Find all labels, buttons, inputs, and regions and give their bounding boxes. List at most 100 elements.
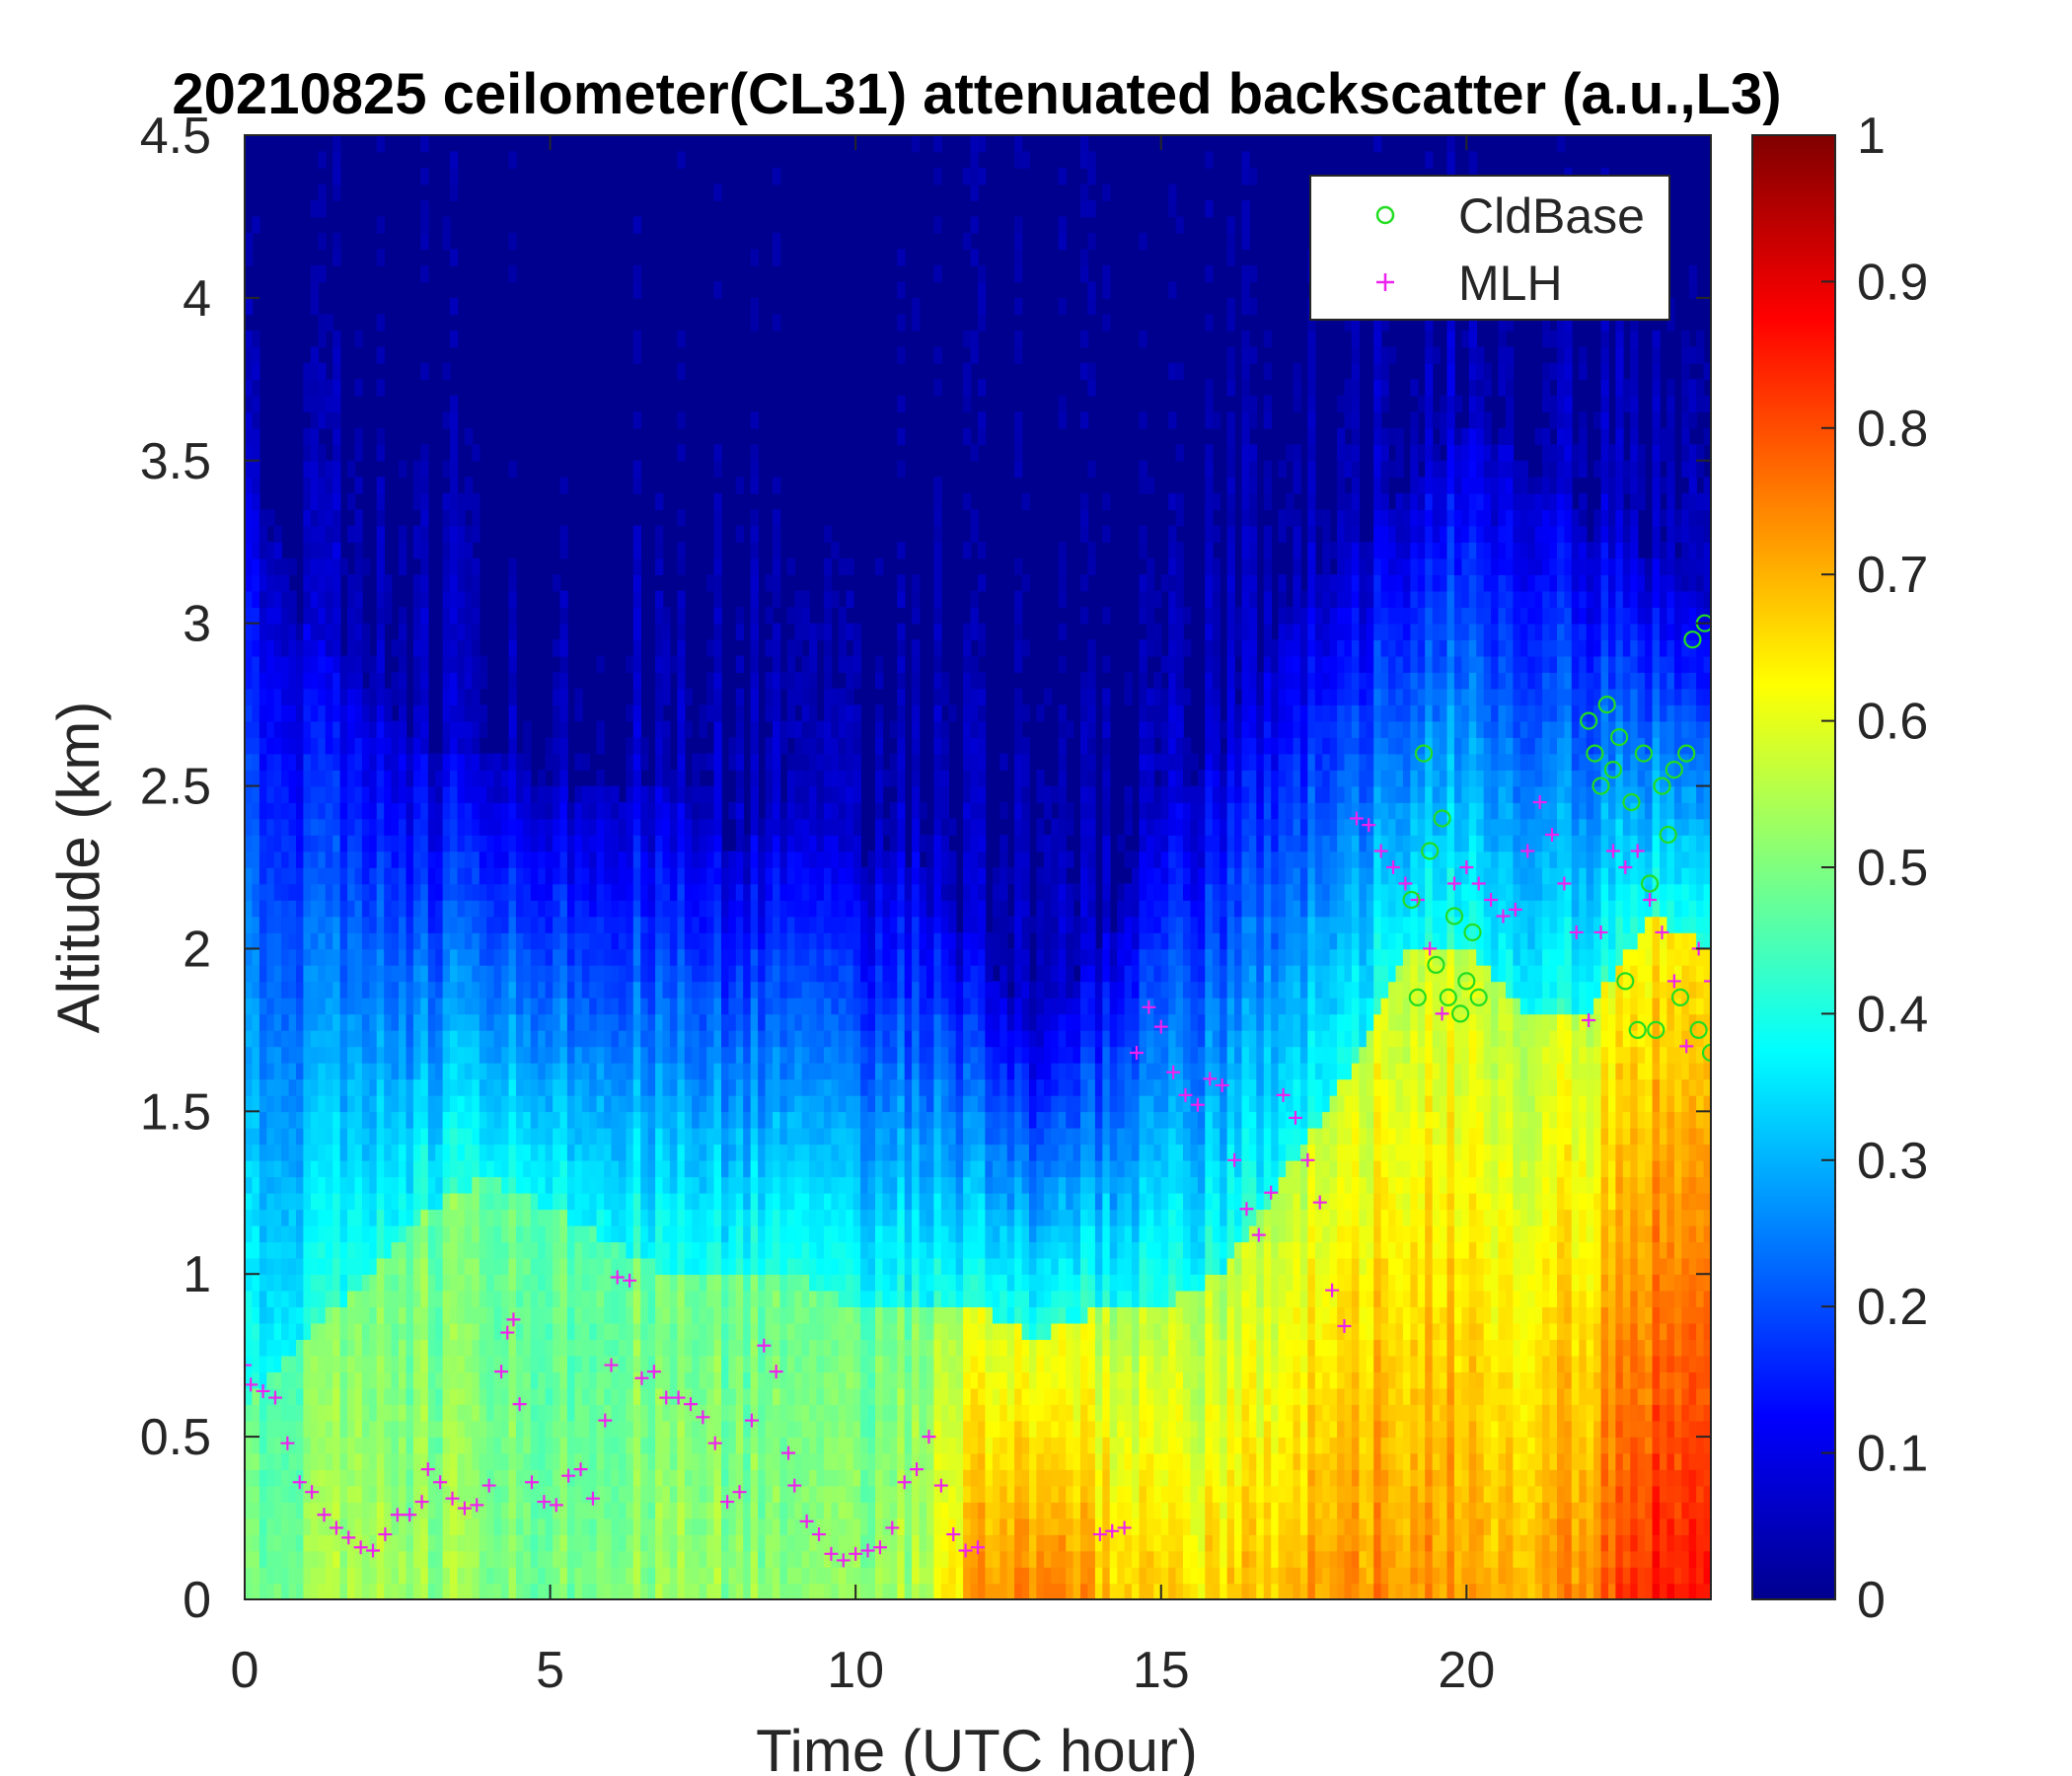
heatmap-cell (619, 1306, 627, 1323)
heatmap-cell (399, 867, 407, 884)
heatmap-cell (758, 1111, 766, 1128)
heatmap-cell (787, 835, 795, 851)
heatmap-cell (743, 1013, 751, 1030)
heatmap-cell (392, 689, 400, 705)
heatmap-cell (809, 1534, 817, 1551)
heatmap-cell (450, 444, 458, 461)
heatmap-cell (486, 1274, 494, 1291)
heatmap-cell (384, 1241, 392, 1258)
heatmap-cell (743, 917, 751, 933)
heatmap-cell (318, 1291, 326, 1307)
heatmap-cell (619, 981, 627, 998)
heatmap-cell (465, 591, 473, 608)
heatmap-cell (362, 867, 370, 884)
heatmap-cell (553, 754, 560, 771)
heatmap-cell (355, 1584, 363, 1600)
heatmap-cell (326, 1193, 333, 1210)
heatmap-cell (458, 917, 466, 933)
heatmap-cell (450, 1567, 458, 1584)
heatmap-cell (259, 721, 267, 738)
heatmap-cell (443, 1437, 451, 1453)
heatmap-cell (728, 1502, 736, 1518)
heatmap-cell (794, 786, 802, 803)
heatmap-cell (443, 672, 451, 689)
heatmap-cell (736, 704, 744, 721)
heatmap-cell (472, 998, 480, 1014)
heatmap-cell (472, 1193, 480, 1210)
heatmap-cell (281, 786, 289, 803)
heatmap-cell (407, 932, 414, 949)
heatmap-cell (758, 884, 766, 901)
heatmap-cell (326, 542, 333, 558)
heatmap-cell (802, 835, 810, 851)
heatmap-cell (531, 1437, 539, 1453)
heatmap-cell (824, 770, 832, 786)
heatmap-cell (384, 981, 392, 998)
heatmap-cell (413, 1534, 421, 1551)
heatmap-cell (640, 1209, 648, 1225)
heatmap-cell (802, 1584, 810, 1600)
heatmap-cell (347, 1404, 355, 1421)
heatmap-cell (494, 932, 502, 949)
heatmap-cell (773, 948, 780, 965)
heatmap-cell (245, 591, 253, 608)
heatmap-cell (633, 1453, 641, 1470)
heatmap-cell (399, 1128, 407, 1145)
heatmap-cell (340, 1323, 348, 1340)
heatmap-cell (369, 721, 377, 738)
heatmap-cell (472, 1404, 480, 1421)
heatmap-cell (245, 802, 253, 819)
heatmap-cell (582, 1323, 590, 1340)
heatmap-cell (486, 754, 494, 771)
heatmap-cell (392, 1111, 400, 1128)
heatmap-cell (458, 1128, 466, 1145)
heatmap-cell (802, 948, 810, 965)
heatmap-cell (340, 1046, 348, 1063)
heatmap-cell (670, 1274, 678, 1291)
heatmap-cell (758, 1160, 766, 1177)
heatmap-cell (465, 1584, 473, 1600)
heatmap-cell (289, 998, 297, 1014)
heatmap-cell (626, 1095, 633, 1112)
heatmap-cell (523, 1584, 531, 1600)
heatmap-cell (640, 917, 648, 933)
heatmap-cell (714, 932, 722, 949)
heatmap-cell (817, 1046, 825, 1063)
heatmap-cell (648, 981, 656, 998)
heatmap-cell (311, 461, 319, 478)
heatmap-cell (597, 851, 605, 868)
heatmap-cell (546, 1388, 554, 1405)
heatmap-cell (794, 607, 802, 624)
heatmap-cell (779, 721, 787, 738)
heatmap-cell (677, 1193, 685, 1210)
heatmap-cell (751, 900, 759, 917)
heatmap-cell (303, 1241, 311, 1258)
heatmap-cell (766, 754, 774, 771)
heatmap-cell (362, 704, 370, 721)
heatmap-cell (714, 981, 722, 998)
heatmap-cell (340, 1567, 348, 1584)
heatmap-cell (509, 786, 517, 803)
heatmap-cell (809, 754, 817, 771)
heatmap-cell (779, 737, 787, 754)
heatmap-cell (516, 1128, 524, 1145)
heatmap-cell (839, 867, 847, 884)
heatmap-cell (494, 1306, 502, 1323)
heatmap-cell (392, 1567, 400, 1584)
heatmap-cell (274, 1502, 282, 1518)
heatmap-cell (574, 900, 582, 917)
heatmap-cell (766, 1567, 774, 1584)
heatmap-cell (384, 1030, 392, 1047)
heatmap-cell (362, 802, 370, 819)
heatmap-cell (597, 1160, 605, 1177)
heatmap-cell (465, 737, 473, 754)
heatmap-cell (340, 1404, 348, 1421)
heatmap-cell (721, 1225, 729, 1242)
heatmap-cell (289, 1388, 297, 1405)
heatmap-cell (458, 1241, 466, 1258)
heatmap-cell (252, 591, 259, 608)
heatmap-cell (721, 1453, 729, 1470)
heatmap-cell (692, 1404, 700, 1421)
heatmap-cell (480, 1258, 487, 1275)
heatmap-cell (743, 1095, 751, 1112)
